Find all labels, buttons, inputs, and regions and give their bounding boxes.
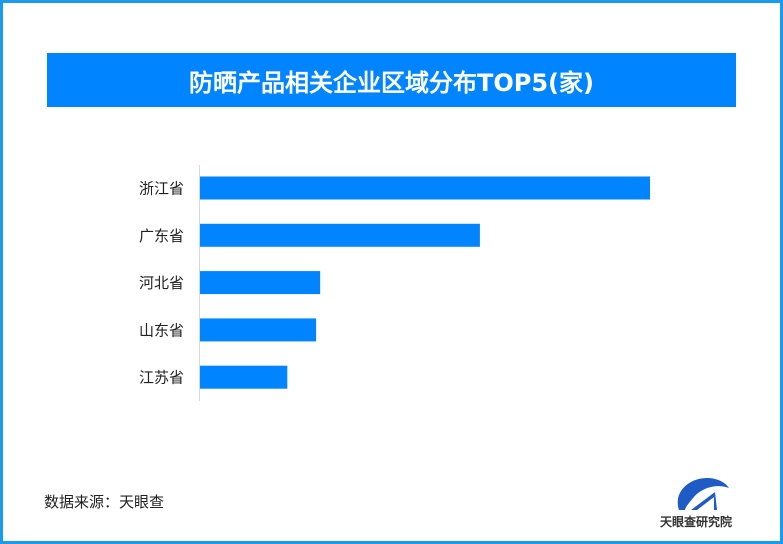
bar-3 (200, 318, 317, 342)
category-label: 山东省 (139, 321, 184, 339)
tianyancha-logo (677, 478, 729, 510)
bar-2 (200, 271, 321, 295)
bar-4 (200, 365, 288, 389)
category-label: 江苏省 (139, 369, 184, 387)
category-label: 广东省 (139, 227, 184, 245)
category-label: 浙江省 (139, 180, 184, 198)
category-label: 河北省 (139, 274, 184, 292)
bar-1 (200, 223, 480, 247)
bar-0 (200, 176, 650, 200)
data-source: 数据来源：天眼查 (44, 493, 165, 511)
logo-text: 天眼查研究院 (660, 515, 733, 529)
chart-title: 防晒产品相关企业区域分布TOP5(家) (47, 53, 736, 107)
